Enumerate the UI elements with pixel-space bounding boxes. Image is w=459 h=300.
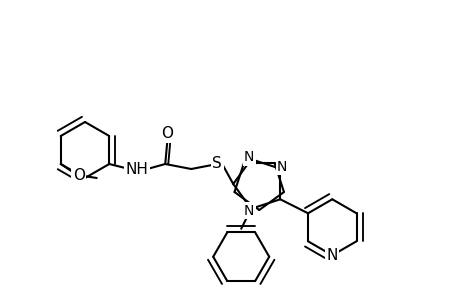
Text: O: O (73, 169, 84, 184)
Text: NH: NH (126, 161, 148, 176)
Text: N: N (243, 204, 254, 218)
Text: N: N (326, 248, 337, 263)
Text: O: O (161, 127, 173, 142)
Text: S: S (212, 157, 222, 172)
Text: N: N (276, 160, 287, 174)
Text: N: N (243, 150, 254, 164)
